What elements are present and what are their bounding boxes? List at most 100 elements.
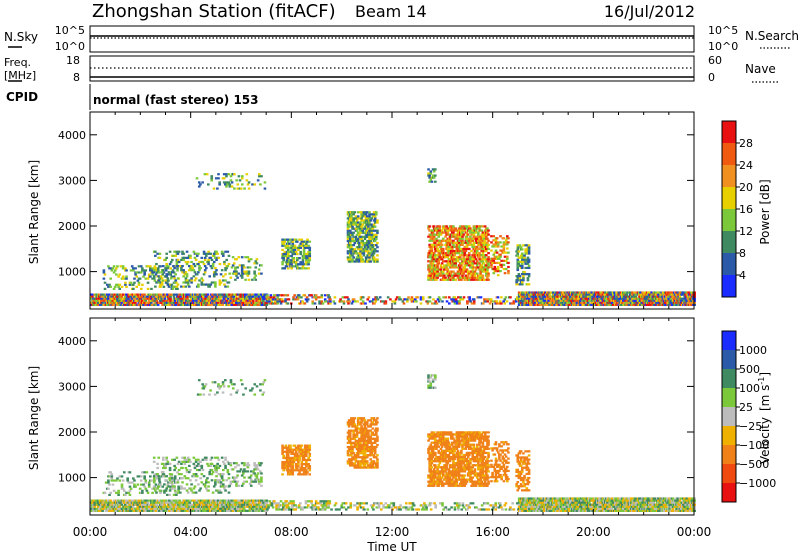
range-cell	[146, 265, 150, 268]
range-cell	[153, 301, 157, 304]
range-cell	[460, 229, 463, 232]
range-cell	[358, 260, 361, 263]
range-cell	[284, 298, 287, 301]
range-cell	[314, 298, 318, 301]
range-cell	[527, 275, 531, 278]
range-cell	[517, 250, 521, 253]
range-cell	[431, 262, 435, 265]
range-cell	[351, 225, 354, 228]
sky-search-frame	[89, 25, 695, 53]
range-cell	[255, 258, 259, 261]
range-cell	[130, 265, 134, 268]
range-cell	[320, 294, 324, 297]
range-cell	[520, 272, 524, 276]
range-cell	[167, 285, 171, 288]
range-cell	[238, 264, 242, 267]
range-cell	[238, 179, 242, 182]
range-cell	[517, 272, 521, 276]
range-cell	[140, 509, 144, 512]
range-cell	[216, 301, 220, 304]
range-cell	[453, 300, 457, 303]
range-cell	[496, 243, 500, 246]
range-cell	[244, 278, 247, 281]
range-cell	[487, 247, 490, 251]
station-title: Zhongshan Station (fitACF)	[92, 1, 336, 22]
range-cell	[500, 245, 503, 248]
nave-tick-top: 60	[708, 54, 722, 67]
range-cell	[153, 279, 157, 282]
range-cell	[320, 300, 324, 303]
range-cell	[634, 295, 638, 298]
range-cell	[437, 262, 441, 265]
range-cell	[526, 256, 530, 259]
range-cell	[347, 258, 351, 261]
range-cell	[472, 241, 476, 244]
range-cell	[500, 296, 503, 299]
range-cell	[474, 229, 478, 232]
range-cell	[634, 293, 638, 296]
range-cell	[522, 291, 525, 294]
range-cell	[356, 237, 360, 241]
range-cell	[466, 243, 470, 246]
range-cell	[445, 264, 448, 267]
range-cell	[240, 268, 244, 271]
range-cell	[373, 239, 377, 243]
range-cell	[151, 271, 154, 274]
range-cell	[375, 296, 379, 299]
range-cell	[361, 258, 365, 261]
range-cell	[376, 298, 380, 301]
range-cell	[603, 291, 607, 294]
range-cell	[286, 240, 290, 243]
range-cell	[202, 297, 205, 300]
range-cell	[283, 267, 287, 270]
range-cell	[471, 239, 475, 242]
range-cell	[240, 256, 244, 259]
range-cell	[373, 250, 377, 253]
range-cell	[489, 300, 493, 303]
range-cell	[360, 246, 363, 249]
range-cell	[480, 264, 484, 267]
range-cell	[350, 244, 353, 247]
range-cell	[368, 300, 372, 303]
range-cell	[290, 259, 293, 262]
range-cell	[520, 256, 524, 259]
range-cell	[196, 503, 200, 506]
range-cell	[166, 273, 170, 276]
range-cell	[200, 293, 204, 296]
range-cell	[290, 244, 293, 247]
range-cell	[251, 183, 254, 186]
range-cell	[469, 235, 472, 238]
range-cell	[620, 297, 624, 300]
range-cell	[451, 249, 454, 253]
range-cell	[353, 211, 357, 214]
range-cell	[429, 268, 433, 271]
range-cell	[109, 501, 112, 504]
range-cell	[465, 237, 469, 240]
range-cell	[367, 225, 370, 228]
range-cell	[117, 275, 120, 278]
range-cell	[217, 256, 221, 259]
range-cell	[90, 507, 93, 510]
range-cell	[482, 278, 486, 281]
range-cell	[359, 231, 362, 234]
range-cell	[368, 258, 371, 261]
range-cell	[276, 296, 279, 299]
range-cell	[481, 251, 485, 255]
range-cell	[446, 229, 450, 232]
range-cell	[172, 295, 176, 298]
range-cell	[147, 503, 151, 506]
range-cell	[149, 267, 152, 270]
range-cell	[314, 294, 318, 297]
range-cell	[506, 255, 509, 258]
range-cell	[431, 243, 435, 246]
range-cell	[214, 271, 217, 274]
range-cell	[446, 254, 450, 257]
range-cell	[178, 499, 181, 502]
range-cell	[430, 251, 434, 255]
range-cell	[429, 278, 433, 281]
range-cell	[435, 245, 438, 249]
range-cell	[241, 297, 245, 300]
range-cell	[281, 244, 284, 247]
freq-tick-bottom: 8	[73, 71, 80, 84]
range-cell	[356, 227, 360, 230]
